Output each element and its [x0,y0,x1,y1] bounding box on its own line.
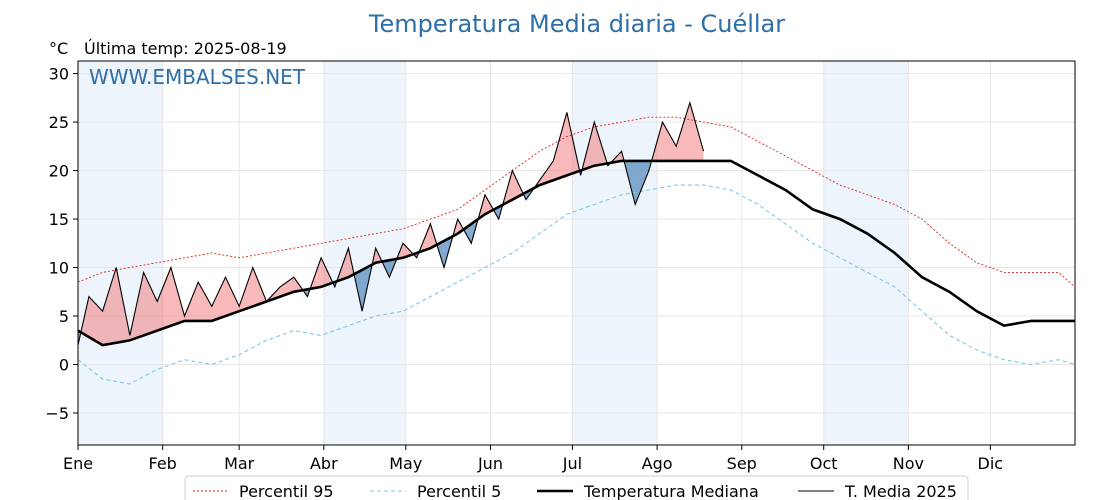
month-band-jul [572,61,658,445]
series-line-media-2025 [77,100,705,346]
y-tick-label: 15 [49,210,69,229]
chart-title: Temperatura Media diaria - Cuéllar [368,10,785,38]
x-tick-label-mar: Mar [224,454,255,473]
y-tick-label: 5 [59,307,69,326]
x-tick-label-dic: Dic [978,454,1004,473]
legend-label-0: Percentil 95 [239,482,334,500]
x-tick-label-abr: Abr [310,454,338,473]
x-tick-label-jun: Jun [477,454,503,473]
x-tick-label-jul: Jul [562,454,582,473]
anomaly-fill-below [382,258,398,278]
legend-box [184,475,969,500]
anomaly-fill-above [419,223,438,252]
anomaly-fill-above [310,257,334,289]
anomaly-fill-above [502,170,525,205]
anomaly-fill-above [82,267,304,346]
y-tick-label: −5 [45,404,69,423]
series-line-percentil-5 [77,184,1076,385]
anomaly-fill-below [624,160,652,205]
legend-label-2: Temperatura Mediana [583,482,759,500]
y-tick-label: 0 [59,356,69,375]
x-axis: Ene Feb Mar Abr May Jun Jul Ago Sep Oct Nov Dic [63,445,1003,473]
x-tick-label-ago: Ago [642,454,673,473]
anomaly-fills [78,102,704,346]
legend-label-1: Percentil 5 [417,482,501,500]
series-line-percentil-95 [77,116,1076,288]
series-lines [77,100,1076,385]
unit-label: °C [49,39,68,58]
anomaly-fill-above [337,248,356,282]
x-tick-label-sep: Sep [727,454,757,473]
y-tick-label: 25 [49,113,69,132]
month-bands [78,61,909,445]
legend-label-3: T. Media 2025 [844,482,957,500]
y-tick-label: 30 [49,65,69,84]
watermark: WWW.EMBALSES.NET [89,65,306,89]
anomaly-fill-above [534,112,581,188]
y-tick-label: 10 [49,259,69,278]
series-line-mediana [77,159,1075,347]
anomaly-fill-above [478,194,495,220]
x-tick-label-oct: Oct [810,454,838,473]
last-temp-label: Última temp: 2025-08-19 [84,39,287,58]
month-band-abr [323,61,406,445]
anomaly-fill-below [78,330,83,346]
plot-frame [77,60,1076,446]
x-tick-label-nov: Nov [893,454,924,473]
anomaly-fill-above [453,219,465,236]
y-axis: −5 0 5 10 15 20 25 30 [45,65,78,423]
x-tick-label-feb: Feb [149,454,177,473]
anomaly-fill-above [651,102,704,161]
x-tick-label-may: May [389,454,422,473]
x-tick-label-ene: Ene [63,454,93,473]
legend: Percentil 95 Percentil 5 Temperatura Media… [184,475,969,500]
anomaly-fill-above [373,248,383,265]
anomaly-fill-above [582,122,608,171]
month-band-ene [78,61,163,445]
y-tick-label: 20 [49,162,69,181]
